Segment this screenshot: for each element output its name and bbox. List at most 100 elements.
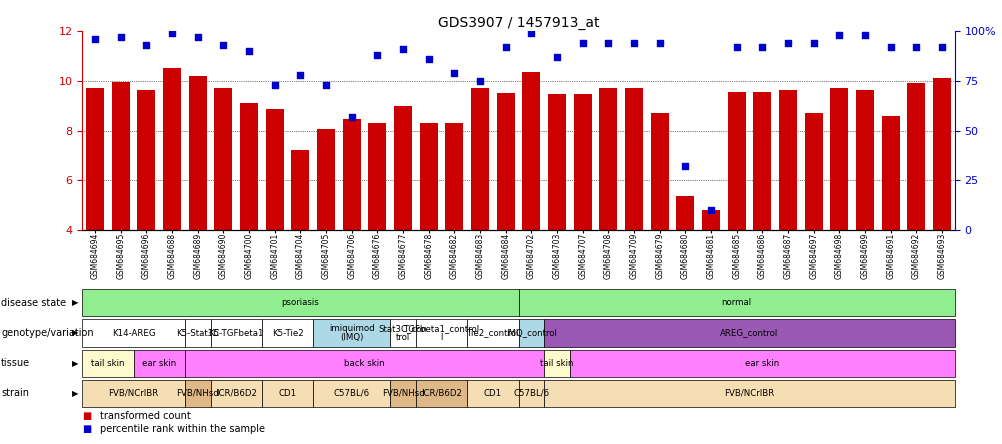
Bar (471, 88, 489, 230)
Point (908, 44, 924, 51)
Text: TGFbeta1_control
l: TGFbeta1_control l (403, 324, 479, 342)
Bar (547, 95, 565, 230)
Bar (368, 123, 386, 230)
Point (112, 33, 128, 40)
Text: ICR/B6D2: ICR/B6D2 (215, 389, 257, 398)
Bar (416, 319, 467, 347)
Point (446, 69, 462, 76)
Text: K14-AREG: K14-AREG (111, 329, 155, 337)
Bar (830, 88, 848, 230)
Bar (184, 319, 210, 347)
Text: tail skin: tail skin (540, 359, 573, 368)
Point (727, 44, 743, 51)
Text: K5-Stat3C: K5-Stat3C (176, 329, 219, 337)
Bar (881, 115, 899, 230)
Point (344, 113, 360, 120)
Bar (262, 380, 313, 407)
Point (780, 40, 796, 47)
Bar (390, 319, 416, 347)
Point (523, 29, 539, 36)
Point (215, 41, 231, 48)
Point (293, 71, 309, 79)
Bar (111, 82, 129, 230)
Text: imiquimod
(IMQ): imiquimod (IMQ) (329, 324, 374, 342)
Text: CD1: CD1 (483, 389, 501, 398)
Bar (82, 380, 184, 407)
Point (267, 81, 283, 88)
Bar (163, 68, 181, 230)
Text: psoriasis: psoriasis (282, 298, 319, 307)
Bar (804, 113, 822, 230)
Text: transformed count: transformed count (100, 412, 190, 421)
Point (702, 206, 718, 214)
Point (676, 163, 692, 170)
Text: AREG_control: AREG_control (719, 329, 778, 337)
Text: ICR/B6D2: ICR/B6D2 (421, 389, 462, 398)
Bar (701, 210, 719, 230)
Point (548, 53, 564, 60)
Bar (522, 72, 540, 230)
Bar (650, 113, 668, 230)
Bar (544, 319, 954, 347)
Point (472, 77, 488, 84)
Text: K5-Tie2: K5-Tie2 (272, 329, 304, 337)
Bar (544, 380, 954, 407)
Bar (496, 93, 514, 230)
Bar (317, 129, 335, 230)
Bar (210, 380, 262, 407)
Bar (932, 78, 950, 230)
Text: ▶: ▶ (72, 329, 78, 337)
Bar (292, 151, 309, 230)
Bar (467, 380, 518, 407)
Bar (184, 349, 544, 377)
Bar (518, 289, 954, 317)
Bar (214, 88, 232, 230)
Text: ■: ■ (82, 424, 91, 434)
Text: percentile rank within the sample: percentile rank within the sample (100, 424, 266, 434)
Bar (907, 83, 925, 230)
Bar (82, 289, 518, 317)
Bar (313, 319, 390, 347)
Bar (518, 380, 544, 407)
Bar (239, 103, 258, 230)
Bar (313, 380, 390, 407)
Bar (419, 123, 437, 230)
Bar (82, 319, 184, 347)
Bar (262, 319, 313, 347)
Point (420, 56, 436, 63)
Text: tissue: tissue (1, 358, 30, 368)
Bar (573, 95, 591, 230)
Text: K5-TGFbeta1: K5-TGFbeta1 (208, 329, 264, 337)
Point (933, 44, 949, 51)
Bar (779, 90, 797, 230)
Bar (82, 349, 133, 377)
Point (369, 52, 385, 59)
Point (856, 32, 872, 39)
Text: FVB/NHsd: FVB/NHsd (176, 389, 218, 398)
Point (240, 48, 257, 55)
Bar (266, 109, 284, 230)
Text: Tie2_control: Tie2_control (466, 329, 519, 337)
Bar (210, 319, 262, 347)
Text: Stat3C_con
trol: Stat3C_con trol (378, 324, 427, 342)
Text: C57BL/6: C57BL/6 (513, 389, 549, 398)
Text: strain: strain (1, 388, 29, 398)
Text: ▶: ▶ (72, 359, 78, 368)
Bar (416, 380, 467, 407)
Text: FVB/NHsd: FVB/NHsd (382, 389, 424, 398)
Point (87, 36, 103, 43)
Text: CD1: CD1 (279, 389, 297, 398)
Text: genotype/variation: genotype/variation (1, 328, 93, 338)
Bar (137, 90, 155, 230)
Point (189, 33, 205, 40)
Point (497, 44, 513, 51)
Bar (727, 92, 744, 230)
Point (651, 40, 667, 47)
Bar (544, 349, 569, 377)
Bar (624, 88, 642, 230)
Bar (390, 380, 416, 407)
Text: disease state: disease state (1, 298, 66, 308)
Bar (133, 349, 184, 377)
Bar (394, 106, 412, 230)
Bar (675, 196, 693, 230)
